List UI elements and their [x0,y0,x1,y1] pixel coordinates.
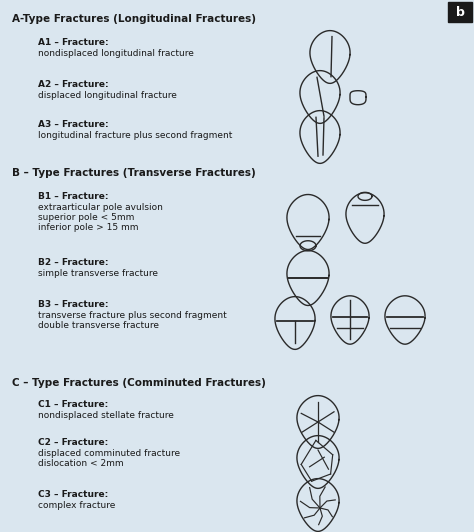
Polygon shape [300,71,340,123]
Text: b: b [456,5,465,19]
Polygon shape [275,297,315,350]
Text: superior pole < 5mm: superior pole < 5mm [38,213,134,222]
Polygon shape [310,31,350,84]
Text: A-Type Fractures (Longitudinal Fractures): A-Type Fractures (Longitudinal Fractures… [12,14,256,24]
Polygon shape [297,396,339,448]
Bar [448,2,472,22]
Polygon shape [350,90,366,105]
Text: C – Type Fractures (Comminuted Fractures): C – Type Fractures (Comminuted Fractures… [12,378,266,388]
Text: displaced longitudinal fracture: displaced longitudinal fracture [38,90,177,99]
Polygon shape [358,193,372,201]
Text: double transverse fracture: double transverse fracture [38,321,159,330]
Text: simple transverse fracture: simple transverse fracture [38,269,158,278]
Text: dislocation < 2mm: dislocation < 2mm [38,459,124,468]
Text: C1 – Fracture:: C1 – Fracture: [38,400,108,409]
Polygon shape [297,479,339,531]
Text: B3 – Fracture:: B3 – Fracture: [38,300,109,309]
Text: A3 – Fracture:: A3 – Fracture: [38,120,109,129]
Text: B1 – Fracture:: B1 – Fracture: [38,192,109,201]
Text: complex fracture: complex fracture [38,501,115,510]
Text: transverse fracture plus second fragment: transverse fracture plus second fragment [38,311,227,320]
Polygon shape [300,111,340,163]
Polygon shape [346,193,384,243]
Polygon shape [331,296,369,344]
Text: B2 – Fracture:: B2 – Fracture: [38,258,109,267]
Text: longitudinal fracture plus second fragment: longitudinal fracture plus second fragme… [38,130,232,139]
Text: A1 – Fracture:: A1 – Fracture: [38,38,109,47]
Text: B – Type Fractures (Transverse Fractures): B – Type Fractures (Transverse Fractures… [12,168,256,178]
Text: nondisplaced stellate fracture: nondisplaced stellate fracture [38,411,174,420]
Polygon shape [287,251,329,305]
Polygon shape [287,195,329,250]
Text: C2 – Fracture:: C2 – Fracture: [38,438,108,447]
Text: displaced comminuted fracture: displaced comminuted fracture [38,448,180,458]
Text: C3 – Fracture:: C3 – Fracture: [38,490,108,499]
Polygon shape [385,296,425,344]
Text: A2 – Fracture:: A2 – Fracture: [38,80,109,89]
Text: nondisplaced longitudinal fracture: nondisplaced longitudinal fracture [38,48,194,57]
Text: inferior pole > 15 mm: inferior pole > 15 mm [38,223,138,232]
Text: extraarticular pole avulsion: extraarticular pole avulsion [38,203,163,212]
Polygon shape [300,241,316,251]
Polygon shape [297,436,339,488]
